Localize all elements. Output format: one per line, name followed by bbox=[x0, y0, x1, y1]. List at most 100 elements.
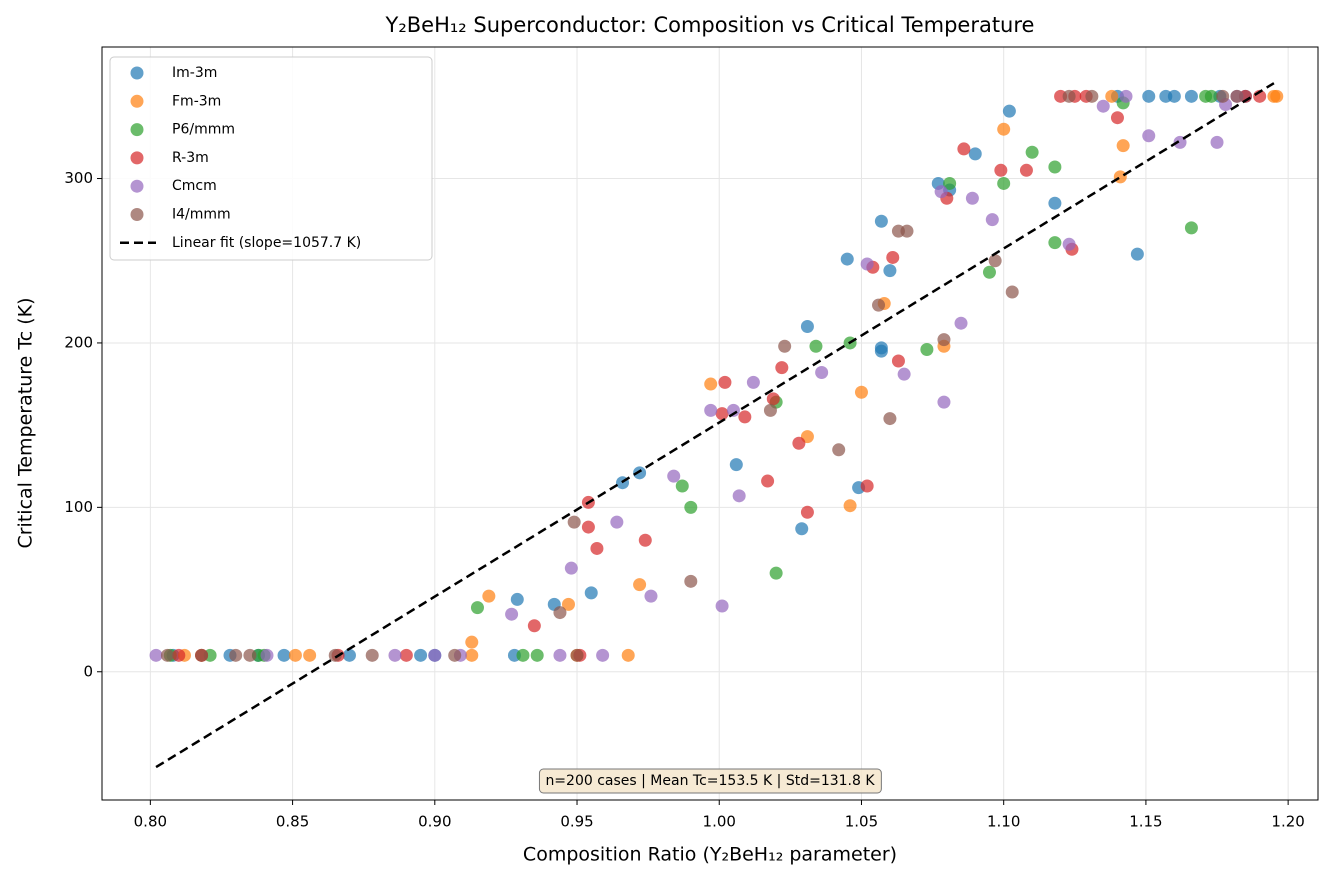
scatter-point bbox=[937, 333, 951, 347]
scatter-point bbox=[1025, 145, 1039, 159]
scatter-point bbox=[874, 344, 888, 358]
scatter-point bbox=[1113, 170, 1127, 184]
scatter-point bbox=[581, 520, 595, 534]
chart-title: Y₂BeH₁₂ Superconductor: Composition vs C… bbox=[385, 13, 1035, 37]
scatter-point bbox=[1184, 89, 1198, 103]
x-tick-label: 0.85 bbox=[276, 813, 309, 831]
scatter-point bbox=[778, 339, 792, 353]
annotation-box bbox=[538, 768, 882, 794]
scatter-point bbox=[465, 635, 479, 649]
scatter-point bbox=[965, 191, 979, 205]
scatter-point bbox=[1105, 89, 1119, 103]
scatter-point bbox=[553, 606, 567, 620]
fit-line bbox=[155, 82, 1275, 769]
scatter-point bbox=[883, 412, 897, 426]
scatter-point bbox=[675, 479, 689, 493]
legend-marker bbox=[130, 179, 144, 193]
scatter-point bbox=[954, 316, 968, 330]
legend-label: Im-3m bbox=[172, 65, 217, 81]
scatter-point bbox=[815, 366, 829, 380]
legend-marker bbox=[130, 123, 144, 137]
scatter-point bbox=[1142, 89, 1156, 103]
scatter-point bbox=[644, 589, 658, 603]
scatter-point bbox=[1019, 163, 1033, 177]
scatter-point bbox=[633, 578, 647, 592]
x-tick-label: 0.95 bbox=[560, 813, 593, 831]
scatter-point bbox=[584, 586, 598, 600]
scatter-point bbox=[288, 648, 302, 662]
legend-label: I4/mmm bbox=[172, 207, 231, 223]
scatter-point bbox=[342, 648, 356, 662]
scatter-point bbox=[809, 339, 823, 353]
scatter-point bbox=[920, 343, 934, 357]
scatter-point bbox=[800, 505, 814, 519]
scatter-point bbox=[874, 214, 888, 228]
scatter-point bbox=[988, 254, 1002, 268]
scatter-point bbox=[633, 466, 647, 480]
scatter-point bbox=[684, 500, 698, 514]
legend-label: R-3m bbox=[172, 150, 209, 166]
scatter-point bbox=[1230, 89, 1244, 103]
scatter-point bbox=[1005, 285, 1019, 299]
scatter-point bbox=[399, 648, 413, 662]
legend-label: Cmcm bbox=[172, 178, 217, 194]
scatter-point bbox=[1048, 160, 1062, 174]
scatter-point bbox=[843, 499, 857, 513]
scatter-point bbox=[530, 648, 544, 662]
x-tick-label: 0.80 bbox=[134, 813, 167, 831]
scatter-point bbox=[934, 185, 948, 199]
scatter-point bbox=[1167, 89, 1181, 103]
scatter-point bbox=[800, 319, 814, 333]
scatter-point bbox=[957, 142, 971, 156]
y-axis-label: Critical Temperature Tc (K) bbox=[15, 297, 37, 548]
legend-marker bbox=[130, 94, 144, 108]
scatter-point bbox=[470, 601, 484, 615]
scatter-point bbox=[1142, 129, 1156, 143]
scatter-point bbox=[684, 574, 698, 588]
scatter-point bbox=[937, 395, 951, 409]
scatter-point bbox=[1048, 236, 1062, 250]
x-tick-label: 1.15 bbox=[1129, 813, 1162, 831]
legend-box bbox=[109, 56, 433, 261]
y-tick-label: 300 bbox=[64, 169, 93, 187]
scatter-point bbox=[897, 367, 911, 381]
scatter-point bbox=[1085, 89, 1099, 103]
scatter-point bbox=[1267, 89, 1281, 103]
scatter-point bbox=[260, 648, 274, 662]
scatter-point bbox=[732, 489, 746, 503]
scatter-point bbox=[303, 648, 317, 662]
scatter-point bbox=[590, 541, 604, 555]
scatter-point bbox=[766, 392, 780, 406]
y-tick-label: 100 bbox=[64, 498, 93, 516]
scatter-point bbox=[860, 479, 874, 493]
scatter-point bbox=[553, 648, 567, 662]
scatter-point bbox=[704, 403, 718, 417]
scatter-point bbox=[570, 648, 584, 662]
scatter-point bbox=[1096, 99, 1110, 113]
y-tick-label: 0 bbox=[83, 662, 93, 680]
scatter-point bbox=[1062, 89, 1076, 103]
scatter-point bbox=[505, 607, 519, 621]
scatter-point bbox=[388, 648, 402, 662]
scatter-point bbox=[414, 648, 428, 662]
scatter-point bbox=[1130, 247, 1144, 261]
x-tick-label: 1.20 bbox=[1271, 813, 1304, 831]
scatter-point bbox=[968, 147, 982, 161]
scatter-point bbox=[596, 648, 610, 662]
y-tick-label: 200 bbox=[64, 333, 93, 351]
scatter-point bbox=[763, 403, 777, 417]
scatter-point bbox=[564, 561, 578, 575]
scatter-point bbox=[886, 250, 900, 264]
scatter-point bbox=[510, 592, 524, 606]
scatter-point bbox=[1048, 196, 1062, 210]
scatter-point bbox=[561, 597, 575, 611]
scatter-point bbox=[738, 410, 752, 424]
scatter-point bbox=[328, 648, 342, 662]
scatter-point bbox=[621, 648, 635, 662]
scatter-point bbox=[872, 298, 886, 312]
scatter-point bbox=[718, 375, 732, 389]
scatter-point bbox=[795, 522, 809, 536]
legend: Im-3m Fm-3m P6/mmm R-3m Cmcm I4/mmm Linear fit… bbox=[109, 56, 433, 261]
scatter-point bbox=[943, 176, 957, 190]
